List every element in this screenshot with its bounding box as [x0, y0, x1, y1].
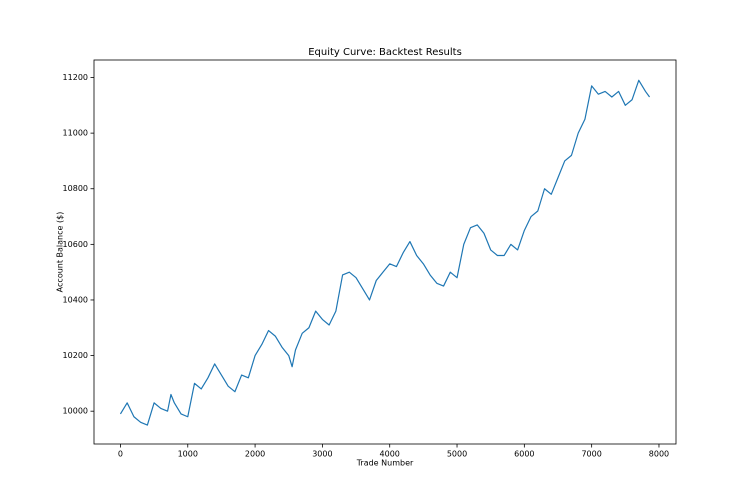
y-tick-label: 10400: [63, 295, 88, 304]
x-tick-label: 1000: [178, 450, 198, 459]
x-tick-label: 6000: [514, 450, 534, 459]
equity-line: [119, 79, 651, 426]
x-tick-label: 2000: [245, 450, 265, 459]
x-axis-label: Trade Number: [356, 459, 414, 468]
x-tick-label: 8000: [649, 450, 669, 459]
y-tick-label: 10600: [63, 240, 88, 249]
x-tick-label: 7000: [581, 450, 601, 459]
x-tick-label: 4000: [380, 450, 400, 459]
x-tick-label: 3000: [312, 450, 332, 459]
y-axis-label: Account Balance ($): [56, 212, 65, 293]
y-tick-label: 10000: [63, 407, 88, 416]
y-tick-label: 11200: [63, 73, 88, 82]
y-tick-label: 10800: [63, 184, 88, 193]
plot-frame: [93, 59, 677, 445]
y-tick-label: 11000: [63, 129, 88, 138]
y-tick-label: 10200: [63, 351, 88, 360]
x-tick-label: 5000: [447, 450, 467, 459]
chart-title: Equity Curve: Backtest Results: [308, 47, 462, 58]
x-tick-label: 0: [118, 450, 123, 459]
